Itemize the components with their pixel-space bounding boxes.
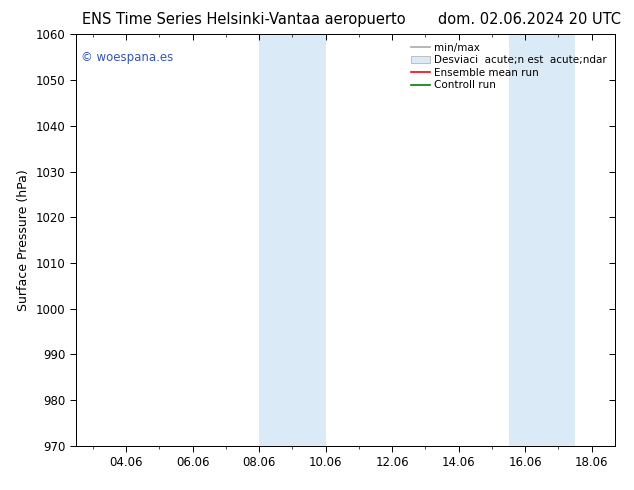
Bar <box>259 34 326 446</box>
Text: © woespana.es: © woespana.es <box>81 51 174 64</box>
Bar <box>508 34 575 446</box>
Legend: min/max, Desviaci  acute;n est  acute;ndar, Ensemble mean run, Controll run: min/max, Desviaci acute;n est acute;ndar… <box>408 40 610 94</box>
Text: dom. 02.06.2024 20 UTC: dom. 02.06.2024 20 UTC <box>438 12 621 27</box>
Text: ENS Time Series Helsinki-Vantaa aeropuerto: ENS Time Series Helsinki-Vantaa aeropuer… <box>82 12 406 27</box>
Y-axis label: Surface Pressure (hPa): Surface Pressure (hPa) <box>17 169 30 311</box>
